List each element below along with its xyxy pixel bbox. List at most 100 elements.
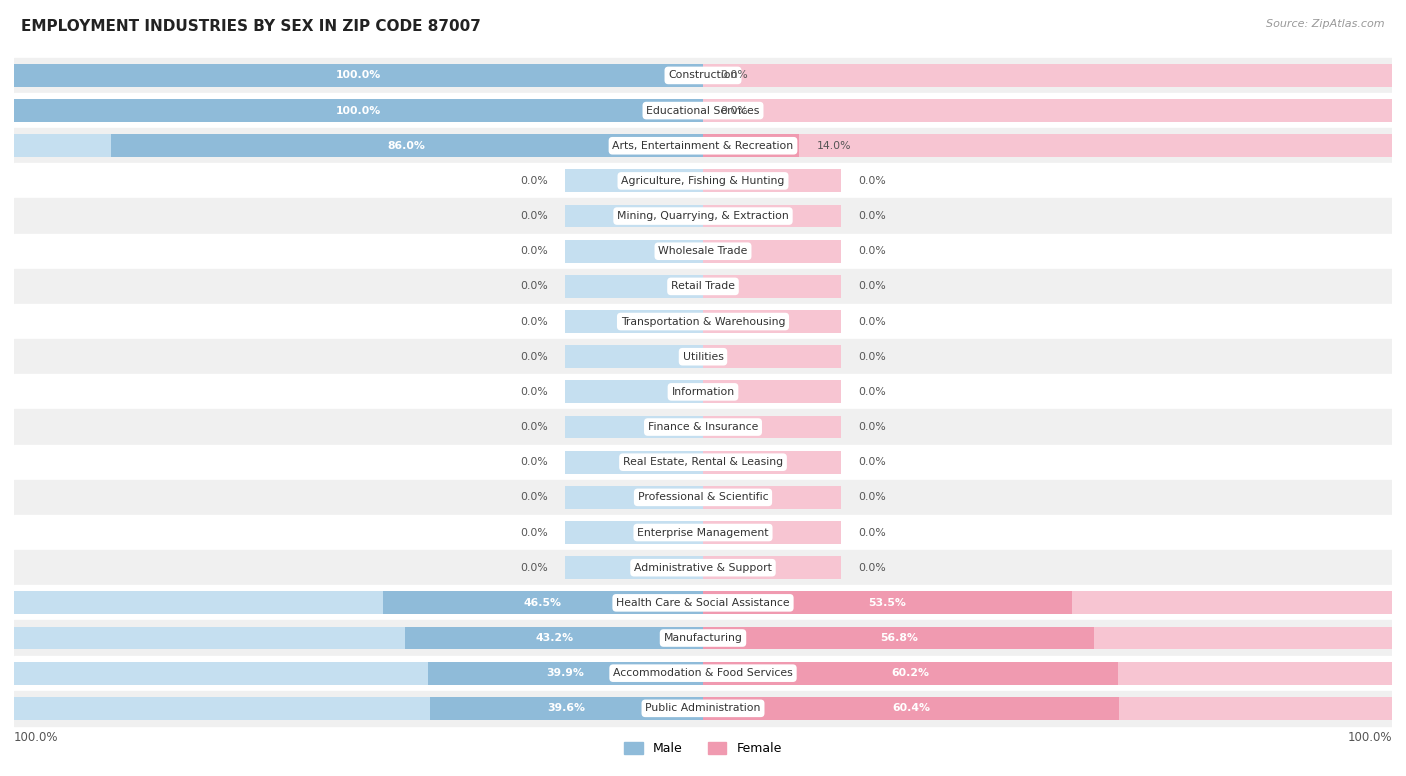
Bar	[565, 451, 703, 473]
Text: 0.0%: 0.0%	[858, 563, 886, 573]
Bar	[703, 240, 841, 262]
Text: 0.0%: 0.0%	[520, 246, 548, 256]
Text: 14.0%: 14.0%	[817, 140, 851, 151]
Text: 39.6%: 39.6%	[547, 703, 585, 713]
Bar	[703, 380, 841, 404]
Text: 43.2%: 43.2%	[536, 633, 574, 643]
Bar	[14, 550, 1392, 585]
Bar	[14, 339, 1392, 374]
Text: 0.0%: 0.0%	[520, 457, 548, 467]
Bar	[14, 199, 1392, 234]
Bar	[14, 64, 703, 87]
Text: 0.0%: 0.0%	[858, 176, 886, 186]
Bar	[14, 234, 1392, 268]
Text: 0.0%: 0.0%	[858, 211, 886, 221]
Bar	[565, 521, 703, 544]
Bar	[382, 591, 703, 615]
Text: 0.0%: 0.0%	[520, 387, 548, 397]
Bar	[703, 486, 841, 509]
Text: Agriculture, Fishing & Hunting: Agriculture, Fishing & Hunting	[621, 176, 785, 186]
Bar	[14, 134, 703, 158]
Text: 60.2%: 60.2%	[891, 668, 929, 678]
Text: 0.0%: 0.0%	[858, 246, 886, 256]
Text: 0.0%: 0.0%	[858, 492, 886, 502]
Text: 46.5%: 46.5%	[524, 598, 562, 608]
Bar	[703, 169, 841, 192]
Bar	[703, 662, 1392, 684]
Text: 39.9%: 39.9%	[547, 668, 585, 678]
Text: 0.0%: 0.0%	[520, 528, 548, 538]
Text: Mining, Quarrying, & Extraction: Mining, Quarrying, & Extraction	[617, 211, 789, 221]
Text: Educational Services: Educational Services	[647, 106, 759, 116]
Text: Construction: Construction	[668, 71, 738, 81]
Bar	[14, 374, 1392, 410]
Text: 0.0%: 0.0%	[858, 528, 886, 538]
Text: 56.8%: 56.8%	[880, 633, 918, 643]
Text: Professional & Scientific: Professional & Scientific	[638, 492, 768, 502]
Bar	[14, 585, 1392, 621]
Text: EMPLOYMENT INDUSTRIES BY SEX IN ZIP CODE 87007: EMPLOYMENT INDUSTRIES BY SEX IN ZIP CODE…	[21, 19, 481, 34]
Text: 0.0%: 0.0%	[520, 317, 548, 327]
Bar	[14, 626, 703, 650]
Bar	[14, 99, 703, 122]
Bar	[14, 697, 703, 720]
Text: 0.0%: 0.0%	[858, 317, 886, 327]
Bar	[14, 591, 703, 615]
Text: 0.0%: 0.0%	[520, 492, 548, 502]
Text: 0.0%: 0.0%	[520, 563, 548, 573]
Text: Information: Information	[672, 387, 734, 397]
Bar	[703, 591, 1392, 615]
Text: 0.0%: 0.0%	[858, 422, 886, 432]
Bar	[14, 58, 1392, 93]
Bar	[14, 480, 1392, 515]
Bar	[565, 169, 703, 192]
Text: Manufacturing: Manufacturing	[664, 633, 742, 643]
Text: 86.0%: 86.0%	[388, 140, 426, 151]
Bar	[703, 626, 1094, 650]
Bar	[565, 205, 703, 227]
Bar	[565, 486, 703, 509]
Bar	[703, 99, 1392, 122]
Bar	[565, 240, 703, 262]
Bar	[565, 310, 703, 333]
Bar	[703, 134, 1392, 158]
Bar	[427, 662, 703, 684]
Bar	[14, 93, 1392, 128]
Text: Accommodation & Food Services: Accommodation & Food Services	[613, 668, 793, 678]
Text: Enterprise Management: Enterprise Management	[637, 528, 769, 538]
Text: 100.0%: 100.0%	[336, 71, 381, 81]
Bar	[565, 275, 703, 298]
Bar	[14, 64, 703, 87]
Bar	[703, 205, 841, 227]
Text: 100.0%: 100.0%	[1347, 731, 1392, 744]
Text: 0.0%: 0.0%	[720, 106, 748, 116]
Text: 0.0%: 0.0%	[858, 352, 886, 362]
Bar	[703, 64, 1392, 87]
Text: 60.4%: 60.4%	[891, 703, 929, 713]
Text: Transportation & Warehousing: Transportation & Warehousing	[621, 317, 785, 327]
Bar	[565, 345, 703, 368]
Bar	[14, 268, 1392, 304]
Bar	[14, 128, 1392, 163]
Bar	[703, 662, 1118, 684]
Bar	[565, 556, 703, 579]
Bar	[14, 445, 1392, 480]
Text: Arts, Entertainment & Recreation: Arts, Entertainment & Recreation	[613, 140, 793, 151]
Text: 0.0%: 0.0%	[520, 211, 548, 221]
Text: 0.0%: 0.0%	[520, 352, 548, 362]
Bar	[703, 697, 1392, 720]
Text: Real Estate, Rental & Leasing: Real Estate, Rental & Leasing	[623, 457, 783, 467]
Text: 0.0%: 0.0%	[858, 282, 886, 292]
Text: 0.0%: 0.0%	[858, 387, 886, 397]
Text: Health Care & Social Assistance: Health Care & Social Assistance	[616, 598, 790, 608]
Bar	[14, 691, 1392, 726]
Bar	[703, 626, 1392, 650]
Text: 100.0%: 100.0%	[336, 106, 381, 116]
Bar	[565, 416, 703, 438]
Bar	[14, 515, 1392, 550]
Bar	[14, 410, 1392, 445]
Legend: Male, Female: Male, Female	[619, 737, 787, 760]
Bar	[14, 163, 1392, 199]
Bar	[703, 416, 841, 438]
Bar	[703, 556, 841, 579]
